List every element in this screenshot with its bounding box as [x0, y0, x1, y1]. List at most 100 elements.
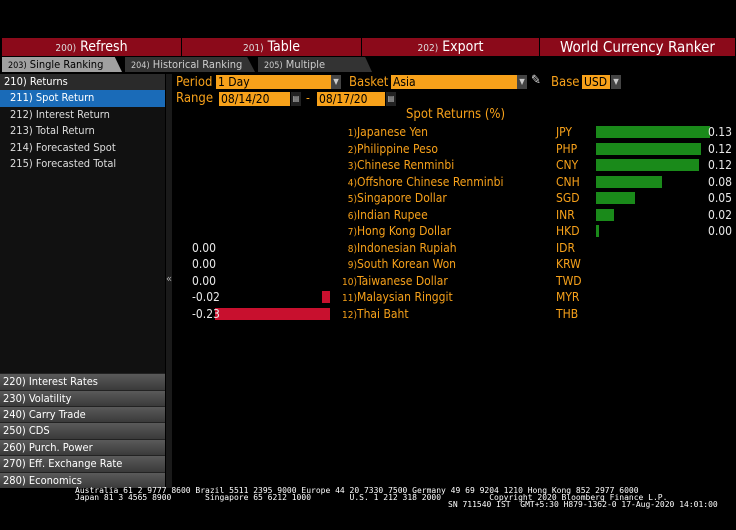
negative-bar — [215, 307, 330, 320]
calendar-icon[interactable]: ▤ — [291, 92, 301, 106]
currency-label: Thai Baht — [357, 306, 409, 321]
currency-code: SGD — [556, 191, 580, 205]
positive-bar — [596, 225, 599, 237]
currency-code: CNH — [556, 174, 580, 189]
positive-bar — [596, 192, 636, 204]
currency-label: Offshore Chinese Renminbi — [357, 174, 504, 189]
sidebar-sections: 220) Interest Rates 230) Volatility 240)… — [0, 373, 165, 488]
return-value: 0.00 — [192, 240, 217, 255]
footer: Australia 61 2 9777 8600 Brazil 5511 239… — [75, 486, 718, 509]
range-label: Range — [176, 91, 214, 106]
currency-name: 3)Chinese Renminbi — [342, 157, 552, 173]
rank: 4) — [347, 177, 357, 189]
footer-line-2: Japan 81 3 4565 8900 Singapore 65 6212 1… — [75, 493, 668, 502]
tab-historical-ranking[interactable]: 204) Historical Ranking — [125, 57, 255, 72]
base-label: Base — [551, 75, 580, 90]
currency-label: Singapore Dollar — [357, 191, 447, 205]
currency-code: JPY — [556, 125, 573, 139]
currency-label: Japanese Yen — [357, 125, 428, 139]
footer-line-3: SN 711540 IST GMT+5:30 H879-1362-0 17-Au… — [448, 500, 718, 509]
currency-code: HKD — [556, 224, 580, 238]
basket-label: Basket — [349, 75, 389, 90]
sidebar-purch-power[interactable]: 260) Purch. Power — [0, 438, 165, 456]
sidebar-item-spot-return[interactable]: 211) Spot Return — [0, 90, 165, 107]
currency-code: KRW — [556, 257, 581, 271]
currency-name: 8)Indonesian Rupiah — [342, 240, 552, 256]
table-button[interactable]: 201) Table — [182, 38, 362, 56]
chevron-down-icon[interactable]: ▼ — [331, 75, 341, 89]
return-value: 0.05 — [707, 191, 732, 205]
currency-code: CNY — [556, 158, 579, 172]
currency-label: Malaysian Ringgit — [357, 290, 453, 304]
currency-label: Chinese Renminbi — [357, 158, 455, 172]
sidebar-interest-rates[interactable]: 220) Interest Rates — [0, 373, 165, 390]
sidebar-item-interest-return[interactable]: 212) Interest Return — [10, 107, 110, 121]
sidebar-returns[interactable]: 210) Returns — [0, 74, 165, 91]
currency-name: 12)Thai Baht — [342, 306, 552, 322]
rank: 6) — [347, 210, 357, 222]
currency-name: 11)Malaysian Ringgit — [342, 289, 552, 305]
start-date-input[interactable]: 08/14/20 — [219, 92, 290, 106]
return-value: 0.12 — [707, 141, 732, 156]
positive-bar — [596, 142, 702, 155]
currency-code: THB — [556, 306, 579, 321]
calendar-icon[interactable]: ▤ — [386, 92, 396, 106]
base-select[interactable]: USD — [582, 75, 610, 89]
refresh-button[interactable]: 200) Refresh — [2, 38, 182, 56]
currency-label: South Korean Won — [357, 257, 457, 271]
rank: 2) — [347, 144, 357, 156]
pencil-icon[interactable]: ✎ — [531, 73, 541, 88]
currency-name: 10)Taiwanese Dollar — [342, 273, 552, 289]
rank: 3) — [347, 161, 357, 172]
chevron-down-icon[interactable]: ▼ — [611, 75, 621, 89]
chevron-down-icon[interactable]: ▼ — [517, 75, 527, 89]
rank: 11) — [342, 293, 357, 304]
currency-label: Indian Rupee — [357, 207, 428, 222]
rank: 9) — [347, 260, 357, 271]
tab-multiple-ranking[interactable]: 205) Multiple Ranking — [258, 57, 372, 72]
return-value: -0.23 — [192, 306, 220, 321]
currency-code: TWD — [556, 273, 582, 288]
sidebar-carry-trade[interactable]: 240) Carry Trade — [0, 406, 165, 423]
sidebar-item-total-return[interactable]: 213) Total Return — [10, 124, 95, 138]
basket-select[interactable]: Asia — [391, 75, 518, 89]
rank: 12) — [342, 309, 357, 321]
end-date-input[interactable]: 08/17/20 — [317, 92, 385, 106]
currency-code: PHP — [556, 141, 578, 156]
negative-bar — [321, 291, 330, 303]
currency-name: 5)Singapore Dollar — [342, 190, 552, 206]
panel-splitter[interactable]: « — [166, 74, 172, 488]
table-title: Spot Returns (%) — [406, 107, 506, 122]
period-select[interactable]: 1 Day — [216, 75, 332, 89]
currency-code: IDR — [556, 240, 575, 255]
rank: 5) — [347, 194, 357, 205]
menu-bar: 200) Refresh 201) Table 202) Export Worl… — [2, 38, 736, 56]
collapse-icon[interactable]: « — [166, 272, 173, 285]
sidebar-cds[interactable]: 250) CDS — [0, 422, 165, 439]
currency-label: Philippine Peso — [357, 141, 438, 156]
currency-label: Indonesian Rupiah — [357, 240, 457, 255]
sidebar-economics[interactable]: 280) Economics — [0, 471, 165, 488]
return-value: 0.00 — [192, 257, 217, 271]
currency-name: 6)Indian Rupee — [342, 207, 552, 223]
currency-label: Taiwanese Dollar — [357, 273, 448, 288]
rank: 7) — [347, 227, 357, 238]
sidebar-volatility[interactable]: 230) Volatility — [0, 389, 165, 407]
currency-name: 1)Japanese Yen — [342, 124, 552, 140]
sidebar-item-forecasted-spot[interactable]: 214) Forecasted Spot — [10, 140, 116, 154]
currency-label: Hong Kong Dollar — [357, 224, 452, 238]
rank: 10) — [342, 276, 357, 288]
period-label: Period — [176, 75, 213, 90]
sidebar-item-forecasted-total[interactable]: 215) Forecasted Total — [10, 156, 117, 170]
positive-bar — [596, 208, 614, 221]
footer-line-1: Australia 61 2 9777 8600 Brazil 5511 239… — [75, 486, 639, 495]
sidebar: 210) Returns 211) Spot Return 212) Inter… — [0, 74, 165, 488]
return-value: 0.00 — [707, 224, 732, 238]
rank: 8) — [347, 243, 357, 255]
return-value: 0.12 — [707, 158, 732, 172]
sidebar-eff-exchange-rate[interactable]: 270) Eff. Exchange Rate — [0, 455, 165, 472]
tab-single-ranking[interactable]: 203) Single Ranking — [2, 57, 122, 72]
return-value: 0.13 — [707, 125, 732, 139]
currency-name: 2)Philippine Peso — [342, 141, 552, 157]
export-button[interactable]: 202) Export — [362, 38, 540, 56]
